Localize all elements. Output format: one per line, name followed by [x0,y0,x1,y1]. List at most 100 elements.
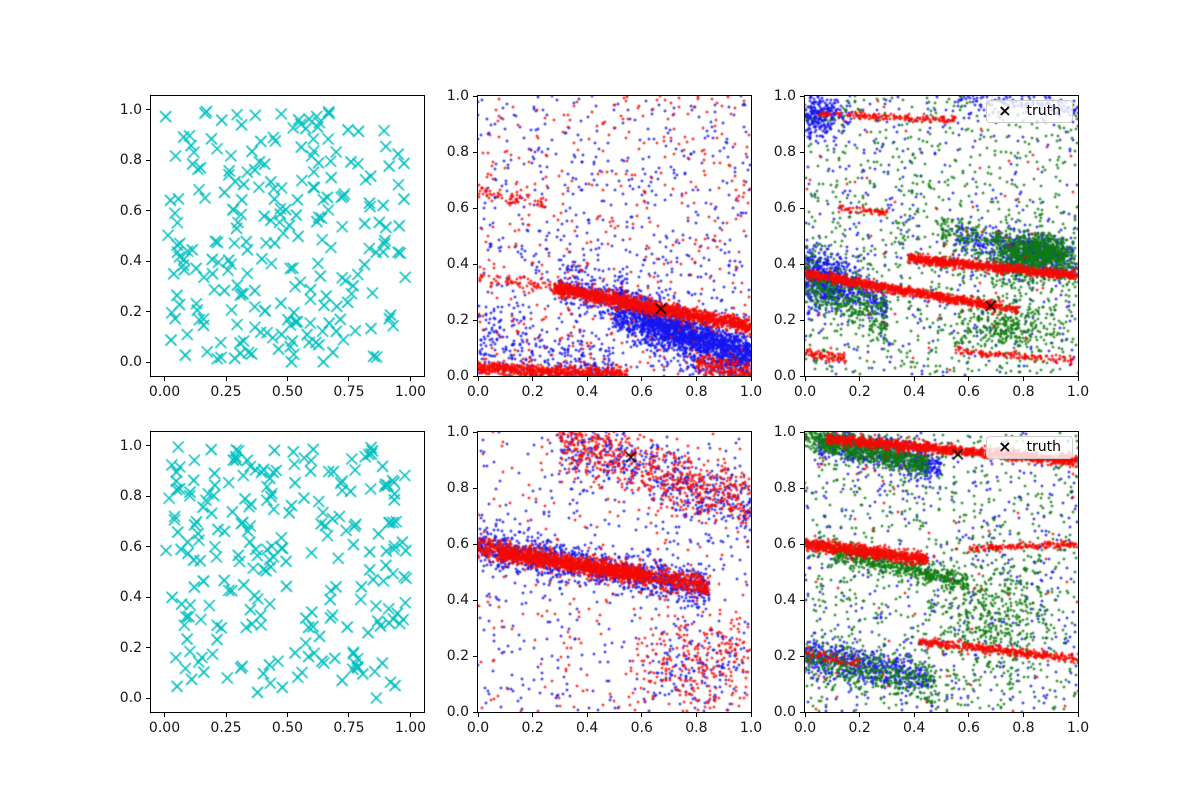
y-tick-label: 0.8 [773,144,796,160]
y-tick-mark [473,95,477,97]
x-tick-mark [695,377,697,381]
y-tick-mark [146,445,150,447]
x-tick-label: 0.75 [333,384,365,400]
y-tick-mark [146,697,150,699]
x-tick-label: 0.8 [685,720,708,736]
y-tick-mark [146,596,150,598]
x-tick-mark [586,377,588,381]
scatter-canvas [478,432,751,712]
y-tick-label: 0.0 [119,690,142,707]
x-tick-mark [695,713,697,717]
y-tick-mark [800,207,804,209]
x-tick-mark [1077,713,1079,717]
scatter-canvas [151,432,424,712]
subplot-posterior-2comp-bottom: 0.0 0.2 0.4 0.6 0.8 1.0 0.0 0.2 0.4 0.6 0.8 1.0 [447,424,762,736]
x-tick-mark [164,713,166,717]
y-tick-label: 0.4 [773,256,796,272]
y-tick-mark [473,375,477,377]
x-tick-label: 1.0 [1066,384,1090,400]
x-tick-mark [804,713,806,717]
x-tick-label: 0.4 [903,720,926,736]
y-tick-label: 0.2 [446,312,469,328]
y-tick-mark [146,210,150,212]
y-tick-label: 0.4 [119,253,142,270]
legend: × truth [986,436,1073,459]
y-tick-label: 0.6 [119,538,142,555]
x-tick-mark [225,377,227,381]
x-tick-label: 0.75 [333,720,365,736]
y-tick-label: 0.6 [446,200,469,216]
x-tick-mark [287,713,288,717]
x-tick-mark [968,713,970,717]
y-tick-label: 0.8 [446,480,469,496]
y-tick-mark [800,543,804,545]
x-tick-mark [164,377,166,381]
x-tick-mark [409,377,411,381]
y-tick-mark [800,599,804,601]
x-tick-mark [1022,713,1024,717]
y-tick-label: 0.8 [119,488,142,505]
x-tick-mark [1077,377,1079,381]
y-tick-label: 0.6 [773,536,796,552]
x-tick-label: 0.00 [148,384,181,400]
y-tick-mark [473,655,477,657]
y-tick-mark [146,311,150,313]
scatter-canvas [805,96,1078,376]
x-tick-label: 1.0 [739,384,763,400]
x-tick-label: 0.0 [466,720,490,736]
x-tick-label: 0.8 [1012,720,1035,736]
x-tick-mark [913,377,915,381]
y-tick-mark [800,431,804,433]
x-tick-label: 0.6 [630,720,653,736]
y-tick-mark [800,655,804,657]
y-tick-mark [800,319,804,321]
x-tick-label: 0.6 [630,384,653,400]
x-tick-label: 1.0 [1066,720,1090,736]
truth-x-icon: × [998,437,1012,456]
x-tick-label: 0.2 [521,720,544,736]
x-tick-mark [477,713,479,717]
x-tick-mark [804,377,806,381]
subplot-posterior-2comp-top: 0.0 0.2 0.4 0.6 0.8 1.0 0.0 0.2 0.4 0.6 0.8 1.0 [447,88,762,400]
x-tick-mark [968,377,970,381]
y-tick-mark [800,151,804,153]
x-tick-mark [477,377,479,381]
y-tick-mark [800,263,804,265]
x-tick-label: 0.4 [576,720,599,736]
subplot-prior-bottom: 0.00 0.25 0.50 0.75 1.00 0.0 0.2 0.4 0.6 0.8 1.0 [120,431,426,736]
y-tick-mark [473,319,477,321]
y-tick-label: 0.8 [119,152,142,169]
y-tick-mark [473,543,477,545]
x-tick-mark [348,377,350,381]
y-tick-label: 0.0 [119,354,142,371]
y-tick-label: 0.2 [446,648,469,664]
x-tick-mark [348,713,350,717]
y-tick-label: 0.2 [773,648,796,664]
x-tick-label: 0.50 [271,720,304,736]
subplot-posterior-3comp-top: 0.0 0.2 0.4 0.6 0.8 1.0 0.0 0.2 0.4 0.6 0.8 1.0 × tru… [774,88,1089,400]
y-tick-label: 0.0 [773,704,796,720]
y-tick-label: 0.0 [446,368,469,384]
y-tick-label: 0.4 [773,592,796,608]
x-tick-mark [409,713,411,717]
y-tick-mark [800,487,804,489]
x-tick-label: 0.8 [685,384,708,400]
y-tick-mark [800,95,804,97]
y-tick-mark [473,599,477,601]
y-tick-label: 0.0 [446,704,469,720]
y-tick-mark [473,263,477,265]
y-tick-mark [473,431,477,433]
legend-label-truth: truth [1026,439,1061,455]
x-tick-label: 0.0 [793,384,817,400]
y-tick-label: 0.2 [119,303,142,320]
y-tick-label: 1.0 [773,424,796,440]
y-tick-mark [146,546,150,548]
x-tick-label: 0.6 [957,720,980,736]
y-tick-label: 1.0 [119,437,142,454]
subplot-prior-top: 0.00 0.25 0.50 0.75 1.00 0.0 0.2 0.4 0.6 0.8 1.0 [120,95,426,400]
x-tick-mark [913,713,915,717]
x-tick-label: 1.0 [739,720,763,736]
y-tick-mark [146,361,150,363]
x-tick-mark [287,377,288,381]
